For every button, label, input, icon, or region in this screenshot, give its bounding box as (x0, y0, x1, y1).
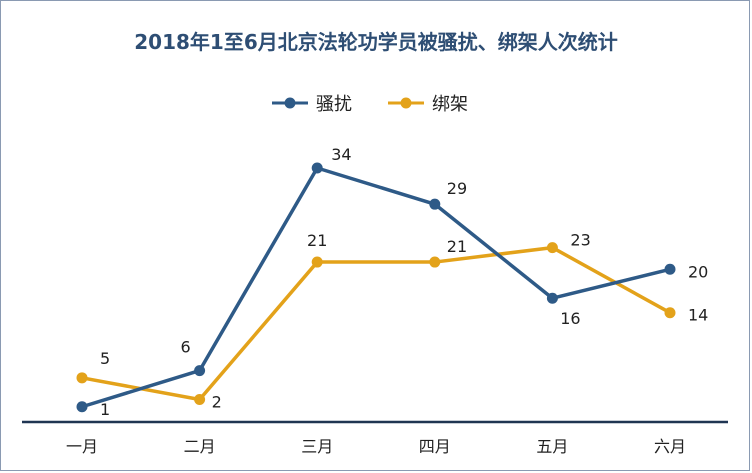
legend: 骚扰 绑架 (272, 94, 468, 115)
data-label: 29 (447, 179, 467, 198)
series-line-harassment (81, 166, 671, 409)
legend-marker (400, 97, 412, 109)
data-label: 6 (181, 338, 191, 357)
data-point (311, 162, 323, 174)
x-tick-label: 二月 (184, 437, 216, 456)
legend-marker (284, 97, 296, 109)
data-point (194, 365, 206, 377)
data-point (546, 242, 558, 254)
data-label: 14 (688, 306, 708, 325)
x-tick-label: 一月 (66, 437, 98, 456)
chart-title: 2018年1至6月北京法轮功学员被骚扰、绑架人次统计 (134, 30, 618, 54)
data-label: 21 (307, 231, 327, 250)
data-point (429, 198, 441, 210)
data-label: 34 (331, 145, 351, 164)
data-label: 1 (100, 400, 110, 419)
data-label: 2 (212, 393, 222, 412)
data-point (76, 372, 88, 384)
data-label: 23 (570, 231, 590, 250)
data-point (664, 307, 676, 319)
x-tick-label: 三月 (301, 437, 333, 456)
data-point (76, 401, 88, 413)
data-point (429, 256, 441, 268)
x-tick-label: 四月 (419, 437, 451, 456)
legend-label: 绑架 (432, 94, 468, 115)
data-label: 16 (560, 309, 580, 328)
data-label: 5 (100, 349, 110, 368)
data-point (194, 394, 206, 406)
x-tick-label: 六月 (654, 437, 686, 456)
data-label: 21 (447, 237, 467, 256)
x-axis: 一月 二月 三月 四月 五月 六月 (22, 420, 728, 456)
legend-label: 骚扰 (316, 94, 352, 115)
data-point (311, 256, 323, 268)
data-point (546, 292, 558, 304)
data-point (664, 263, 676, 275)
data-label: 20 (688, 262, 708, 281)
x-tick-label: 五月 (536, 437, 568, 456)
series-group (76, 162, 676, 413)
series-line-abduction (81, 245, 671, 402)
